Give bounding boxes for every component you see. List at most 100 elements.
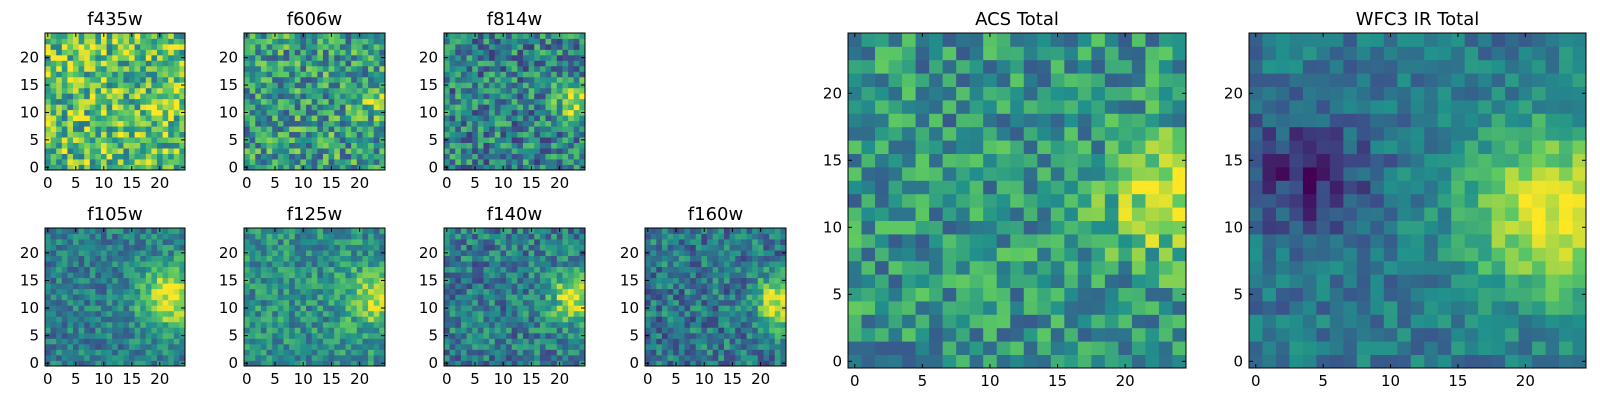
pixel-cell — [752, 283, 759, 290]
pixel-cell — [351, 316, 358, 323]
pixel-cell — [1037, 274, 1052, 288]
pixel-cell — [684, 332, 691, 339]
pixel-cell — [283, 332, 290, 339]
pixel-cell — [1104, 234, 1119, 248]
pixel-cell — [483, 310, 490, 317]
pixel-cell — [551, 148, 558, 154]
pixel-cell — [494, 60, 501, 67]
pixel-cell — [311, 228, 318, 234]
pixel-cell — [712, 233, 719, 240]
pixel-cell — [255, 49, 262, 56]
pixel-cell — [483, 142, 490, 149]
pixel-cell — [56, 65, 63, 72]
pixel-cell — [534, 153, 541, 160]
pixel-cell — [300, 76, 307, 83]
pixel-cell — [774, 327, 781, 334]
pixel-cell — [244, 288, 251, 295]
pixel-cell — [67, 82, 74, 89]
pixel-cell — [134, 310, 141, 317]
pixel-cell — [528, 272, 535, 279]
pixel-cell — [915, 287, 930, 302]
pixel-cell — [449, 148, 456, 154]
pixel-cell — [345, 126, 352, 133]
pixel-cell — [1145, 234, 1160, 248]
pixel-cell — [123, 299, 130, 306]
pixel-cell — [735, 228, 742, 234]
pixel-cell — [511, 288, 518, 295]
pixel-cell — [746, 316, 753, 323]
pixel-cell — [568, 266, 575, 273]
pixel-cell — [151, 137, 158, 143]
pixel-cell — [151, 349, 158, 356]
pixel-cell — [345, 305, 352, 312]
pixel-cell — [551, 349, 558, 356]
pixel-cell — [568, 76, 575, 83]
pixel-cell — [661, 349, 668, 356]
pixel-cell — [362, 159, 369, 165]
pixel-cell — [511, 360, 518, 367]
pixel-cell — [45, 153, 51, 160]
y-tick-label: 20 — [419, 49, 438, 67]
pixel-cell — [50, 126, 57, 133]
pixel-cell — [746, 288, 753, 295]
pixel-cell — [528, 250, 535, 256]
pixel-cell — [466, 327, 473, 334]
pixel-cell — [848, 180, 862, 195]
pixel-cell — [707, 283, 714, 290]
pixel-cell — [763, 294, 770, 301]
pixel-cell — [673, 255, 680, 262]
pixel-cell — [735, 283, 742, 290]
pixel-cell — [179, 76, 186, 83]
pixel-cell — [472, 71, 479, 78]
pixel-cell — [117, 266, 124, 273]
pixel-cell — [283, 343, 290, 350]
pixel-cell — [283, 338, 290, 345]
pixel-cell — [244, 76, 251, 83]
panel-title: f105w — [87, 204, 142, 225]
pixel-cell — [1037, 260, 1052, 275]
pixel-cell — [255, 228, 262, 234]
pixel-cell — [661, 288, 668, 295]
pixel-cell — [506, 142, 513, 149]
pixel-cell — [460, 115, 467, 122]
pixel-cell — [545, 131, 552, 138]
pixel-cell — [489, 277, 496, 284]
pixel-cell — [1104, 260, 1119, 275]
pixel-cell — [272, 60, 279, 67]
pixel-cell — [483, 321, 490, 328]
pixel-cell — [145, 60, 152, 67]
pixel-cell — [511, 277, 518, 284]
pixel-cell — [522, 159, 529, 165]
pixel-cell — [260, 228, 267, 234]
pixel-cell — [266, 343, 273, 350]
pixel-cell — [306, 76, 313, 83]
pixel-cell — [168, 131, 175, 138]
pixel-cell — [306, 38, 313, 45]
pixel-cell — [334, 104, 341, 111]
pixel-cell — [483, 349, 490, 356]
pixel-cell — [996, 193, 1011, 208]
pixel-cell — [379, 244, 386, 251]
pixel-cell — [339, 93, 346, 100]
pixel-cell — [1091, 314, 1106, 329]
pixel-cell — [707, 327, 714, 334]
pixel-cell — [95, 93, 102, 100]
pixel-cell — [483, 360, 490, 367]
pixel-cell — [678, 305, 685, 312]
pixel-cell — [306, 327, 313, 334]
pixel-cell — [356, 153, 363, 160]
pixel-cell — [740, 266, 747, 273]
pixel-cell — [568, 261, 575, 268]
pixel-cell — [89, 239, 96, 245]
pixel-cell — [466, 261, 473, 268]
y-tick-label: 0 — [228, 158, 238, 176]
pixel-cell — [339, 233, 346, 240]
pixel-cell — [249, 82, 256, 89]
pixel-cell — [334, 82, 341, 89]
pixel-cell — [746, 244, 753, 251]
pixel-cell — [774, 239, 781, 245]
pixel-cell — [50, 164, 57, 171]
pixel-cell — [368, 33, 375, 39]
pixel-cell — [763, 239, 770, 245]
pixel-cell — [763, 228, 770, 234]
